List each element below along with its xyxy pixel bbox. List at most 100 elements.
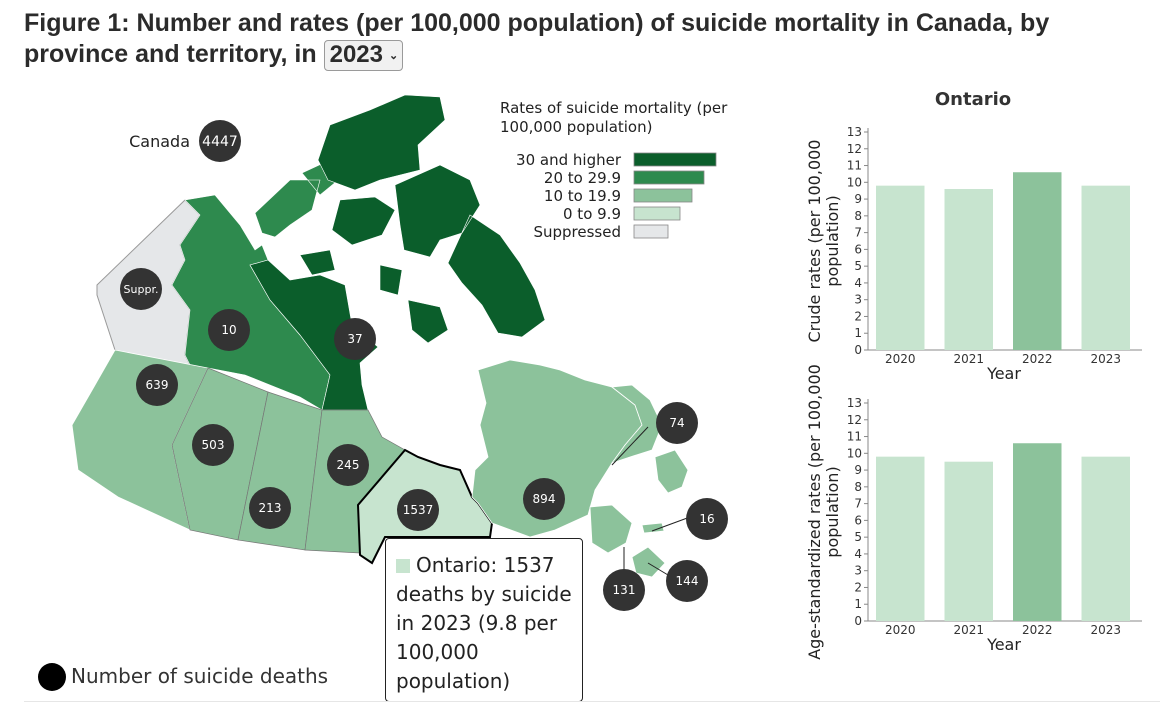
x-tick-label: 2022 [1022,352,1053,366]
legend-swatch [633,206,681,221]
bar[interactable] [944,189,994,350]
death-circle-value: 131 [613,583,636,597]
death-circle-saskatchewan[interactable]: 213 [249,487,291,529]
map-legend-title-1: Rates of suicide mortality (per [500,99,728,117]
y-tick-label: 12 [847,142,862,156]
death-circle-british-columbia[interactable]: 639 [136,364,178,406]
x-axis-label: Year [986,364,1021,383]
legend-label: Suppressed [533,223,621,241]
bar[interactable] [944,461,994,621]
death-circle-ontario[interactable]: 1537 [397,489,439,531]
death-circle-marker [208,309,250,351]
death-circle-manitoba[interactable]: 245 [327,444,369,486]
canada-map: Rates of suicide mortality (per 100,000 … [71,94,728,611]
bar[interactable] [1013,443,1062,621]
bar[interactable] [1013,172,1062,350]
death-circle-marker [334,318,376,360]
death-circle-marker [523,478,565,520]
year-dropdown[interactable]: 2023 ⌄ [323,40,404,71]
death-circle-marker [120,268,162,310]
circle-legend-label: Number of suicide deaths [71,664,329,688]
death-circle-prince-edward-island[interactable]: 16 [686,498,728,540]
divider [24,701,1160,702]
death-circle-value: 245 [337,458,360,472]
legend-label: 30 and higher [516,151,622,169]
tooltip-swatch [396,559,410,573]
death-circle-marker [249,487,291,529]
x-tick-label: 2021 [953,352,984,366]
map-tooltip: Ontario: 1537 deaths by suicide in 2023 … [385,538,583,702]
y-tick-label: 6 [854,242,862,256]
death-circle-northwest-territories[interactable]: 10 [208,309,250,351]
bar[interactable] [1081,185,1131,350]
death-circle-value: Suppr. [124,283,159,296]
death-circle-marker [327,444,369,486]
bar[interactable] [876,185,925,350]
canada-total-circle [199,120,241,162]
y-tick-label: 1 [854,597,862,611]
x-tick-label: 2020 [885,623,916,637]
legend-swatch [633,188,693,203]
death-circle-newfoundland-and-labrador[interactable]: 74 [656,402,698,444]
y-tick-label: 13 [847,125,862,139]
death-circles: Suppr. 10 37 639 503 213 245 1537 894 74 16 131 144 [120,268,728,611]
region-nwt[interactable] [171,194,331,411]
year-dropdown-value: 2023 [329,41,383,68]
x-axis-label: Year [986,635,1021,654]
y-tick-label: 3 [854,564,862,578]
map-regions [71,94,689,578]
x-tick-label: 2021 [953,623,984,637]
y-tick-label: 3 [854,293,862,307]
death-circle-yukon[interactable]: Suppr. [120,268,162,310]
region-pei[interactable] [641,522,665,534]
y-tick-label: 0 [854,614,862,628]
y-tick-label: 9 [854,192,862,206]
y-tick-label: 10 [847,175,862,189]
chevron-down-icon: ⌄ [389,49,399,62]
death-circle-marker [603,569,645,611]
death-circle-value: 503 [202,438,225,452]
death-circle-value: 894 [533,492,556,506]
x-tick-label: 2020 [885,352,916,366]
bar[interactable] [876,456,925,621]
region-nunavut-islands [299,94,546,344]
y-tick-label: 6 [854,513,862,527]
y-tick-label: 11 [847,159,862,173]
chart-title: Ontario [935,89,1011,110]
region-nunavut[interactable] [249,259,379,411]
leader-lines [611,426,691,576]
region-nb[interactable] [589,504,633,554]
y-tick-label: 5 [854,259,862,273]
death-circle-value: 213 [259,501,282,515]
death-circle-value: 639 [146,378,169,392]
y-tick-label: 12 [847,413,862,427]
y-tick-label: 5 [854,530,862,544]
region-ns[interactable] [631,546,666,578]
death-circle-quebec[interactable]: 894 [523,478,565,520]
bar[interactable] [1081,456,1131,621]
x-tick-label: 2023 [1090,623,1121,637]
legend-label: 10 to 19.9 [544,187,621,205]
death-circle-new-brunswick[interactable]: 131 [603,569,645,611]
death-circle-nunavut[interactable]: 37 [334,318,376,360]
y-tick-label: 4 [854,547,862,561]
y-tick-label: 2 [854,309,862,323]
death-circle-value: 16 [699,512,714,526]
legend-swatch [633,152,717,167]
y-tick-label: 7 [854,226,862,240]
region-nl[interactable] [610,384,689,494]
y-tick-label: 9 [854,463,862,477]
y-tick-label: 4 [854,276,862,290]
death-circle-alberta[interactable]: 503 [192,424,234,466]
y-axis-label: Crude rates (per 100,000population) [805,140,842,343]
death-circle-nova-scotia[interactable]: 144 [666,560,708,602]
y-tick-label: 10 [847,446,862,460]
canada-total-value: 4447 [202,134,238,150]
death-circle-marker [666,560,708,602]
region-quebec[interactable] [471,359,643,538]
death-circle-value: 74 [669,416,684,430]
x-tick-label: 2022 [1022,623,1053,637]
y-tick-label: 0 [854,343,862,357]
